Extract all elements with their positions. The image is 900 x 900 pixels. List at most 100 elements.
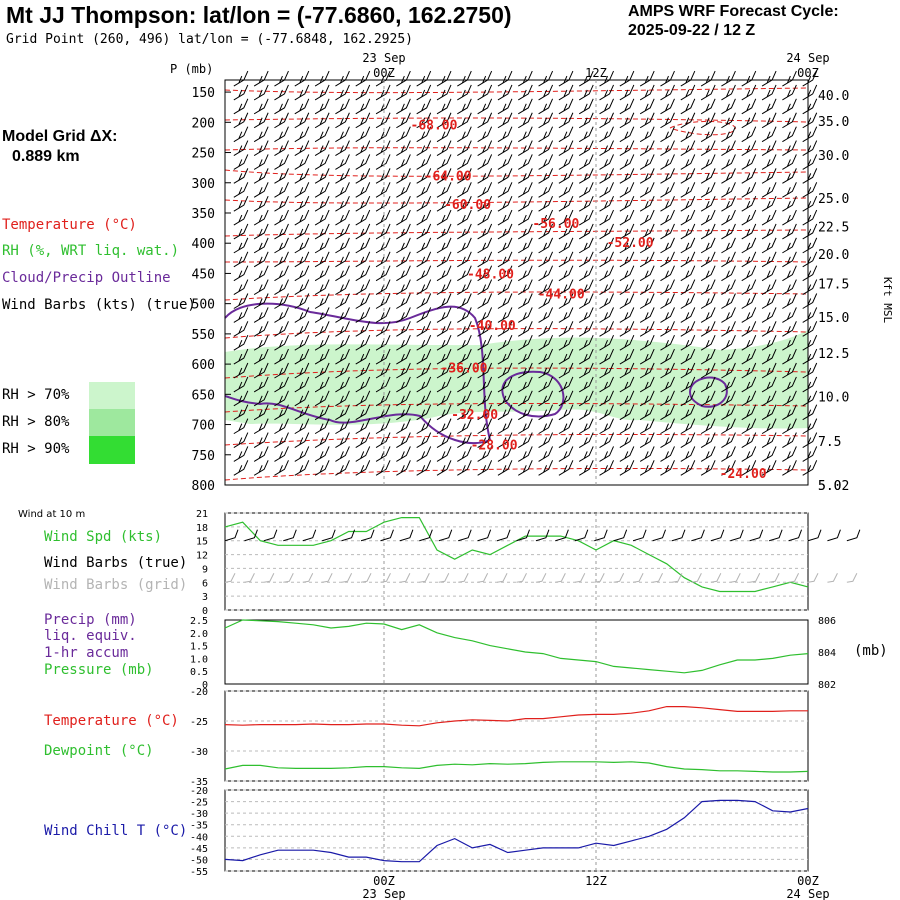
wind-barb: [477, 168, 493, 184]
wind-barb: [274, 293, 289, 309]
wind-barb: [680, 460, 696, 476]
wind-barb: [782, 112, 797, 129]
wind-speed-panel-tick-label: 9: [202, 564, 208, 575]
wind-barb: [416, 84, 432, 101]
wind-barb: [416, 223, 432, 240]
wind-barb: [355, 334, 371, 351]
wind-barb: [335, 321, 350, 337]
wind-barb: [680, 446, 696, 462]
pressure-tick-label: 750: [192, 449, 215, 464]
top-day-label: 24 Sep: [786, 51, 829, 65]
wind-barb: [457, 112, 472, 129]
wind-barb: [253, 154, 269, 170]
wind-barb: [700, 223, 716, 240]
wind-barb: [802, 446, 818, 462]
wind-barb: [538, 237, 554, 254]
wind-barb: [253, 182, 269, 198]
wind-barbs-grid-label: Wind Barbs (grid): [44, 577, 188, 593]
wind-barb: [802, 154, 818, 170]
precip-tick-label: 2.5: [190, 616, 208, 627]
wind-barb: [335, 126, 350, 143]
temperature-contour: [224, 197, 809, 204]
wind-barb: [721, 321, 736, 337]
kft-tick-label: 25.0: [818, 192, 849, 207]
precip-tick-label: 2.0: [190, 629, 208, 640]
wind-barb: [497, 237, 513, 254]
wind-barb: [619, 390, 635, 407]
wind-barb: [660, 432, 675, 448]
wind-barb: [782, 140, 797, 156]
wind-barb: [619, 293, 635, 309]
wind-barb: [294, 251, 310, 268]
wind-barb: [660, 112, 675, 129]
wind-barb: [274, 126, 289, 143]
wind-barb: [578, 376, 594, 393]
wind-barb: [477, 84, 493, 101]
wind-barb: [558, 321, 574, 337]
wind-barb: [396, 362, 411, 379]
wind-barb: [274, 321, 289, 337]
wind-barb: [721, 182, 736, 198]
pressure-right-tick-label: 806: [818, 616, 836, 627]
temperature-contour-label: -52.00: [607, 236, 654, 251]
wind-barb: [700, 279, 716, 296]
wind-barb: [518, 140, 533, 156]
wind-barb: [477, 209, 493, 226]
wind-barb: [721, 126, 736, 143]
wind-barb: [457, 460, 472, 476]
wind-barb: [558, 279, 574, 296]
wind-barb: [457, 98, 472, 115]
wind-barb: [436, 126, 452, 143]
model-grid-value: 0.889 km: [12, 148, 80, 165]
wind-barb: [599, 321, 614, 337]
precip-tick-label: 0.5: [190, 667, 208, 678]
surface-wind-barb-true: [477, 529, 492, 542]
wind-barb: [416, 112, 432, 129]
wind-barb: [782, 70, 797, 87]
wind-barb: [457, 140, 472, 156]
wind-barb: [680, 209, 696, 226]
wind-barb: [457, 209, 472, 226]
wind-barb: [355, 195, 371, 212]
wind-barb: [233, 126, 249, 143]
wind-barb: [497, 348, 513, 365]
wind-barb: [741, 376, 757, 393]
wind-barb: [639, 140, 655, 156]
wind-barb: [355, 182, 371, 198]
wind-barb: [477, 112, 493, 129]
wind-barb: [619, 154, 635, 170]
wind-barb: [741, 348, 757, 365]
pressure-tick-label: 550: [192, 328, 215, 343]
wind-barb: [396, 432, 411, 448]
wind-speed-panel-tick-label: 12: [196, 551, 208, 562]
wind-barb: [700, 209, 716, 226]
temperature-panel-tick-label: -20: [190, 687, 208, 698]
temperature-contour-label: -36.00: [441, 361, 488, 376]
wind-barb: [314, 84, 330, 101]
wind-barb: [538, 404, 554, 421]
wind-barb: [355, 112, 371, 129]
wind-chill-panel-tick-label: -35: [190, 821, 208, 832]
wind-barb: [619, 209, 635, 226]
wind-barb: [518, 251, 533, 268]
wind-barb: [314, 348, 330, 365]
wind-barb: [578, 334, 594, 351]
wind-barb: [477, 279, 493, 296]
wind-barb: [599, 182, 614, 198]
kft-tick-label: 40.0: [818, 89, 849, 104]
wind-barb: [253, 279, 269, 296]
wind-barb: [497, 279, 513, 296]
wind-barb: [457, 84, 472, 101]
wind-barb: [436, 460, 452, 476]
wind-barb: [314, 98, 330, 115]
wind-barb: [761, 126, 777, 143]
wind-barb: [700, 251, 716, 268]
wind-barb: [253, 237, 269, 254]
bottom-time-label: 00Z: [373, 874, 395, 888]
wind-barb: [416, 154, 432, 170]
wind-barb: [497, 390, 513, 407]
wind-speed-panel-tick-label: 21: [196, 509, 208, 520]
wind-barb: [274, 140, 289, 156]
temperature-panel-tick-label: -25: [190, 717, 208, 728]
wind-barb: [741, 154, 757, 170]
